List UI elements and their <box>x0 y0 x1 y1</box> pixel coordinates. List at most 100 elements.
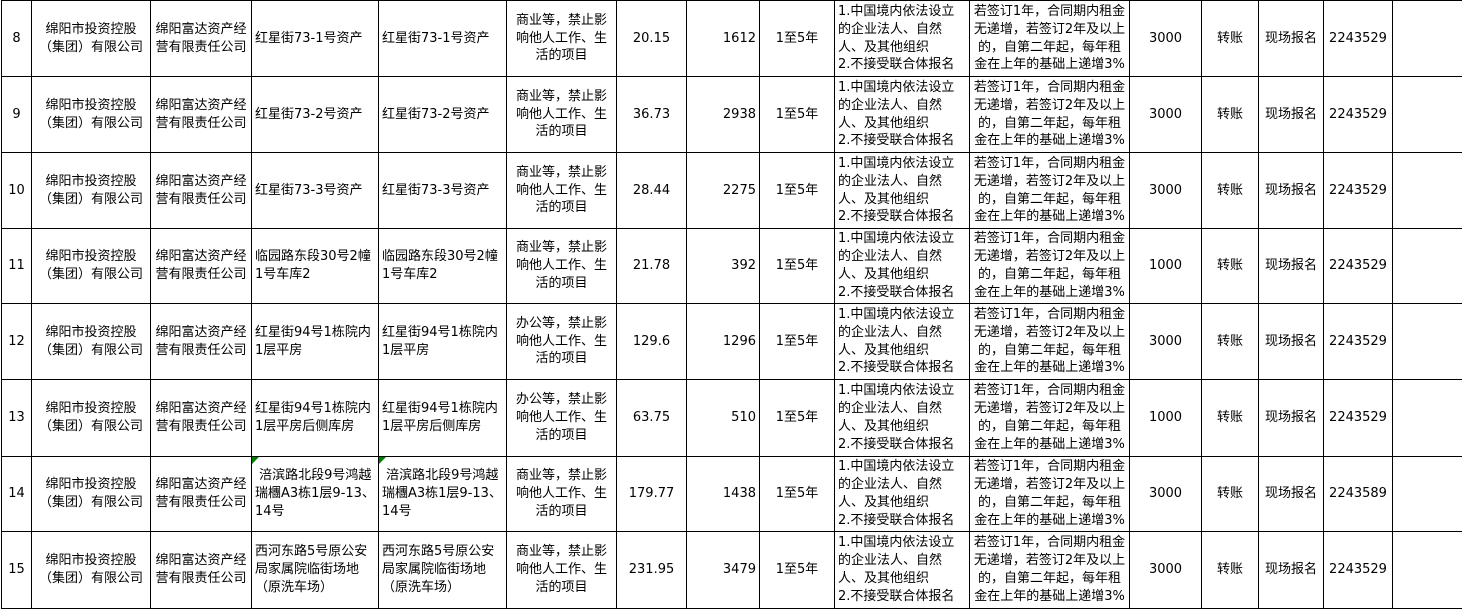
cell-asset_name_2[interactable]: 红星街73-1号资产 <box>379 1 507 77</box>
cell-registration_method[interactable]: 现场报名 <box>1259 1 1324 77</box>
cell-usage_restriction[interactable]: 商业等，禁止影响他人工作、生活的项目 <box>507 1 617 77</box>
cell-payment_method[interactable]: 转账 <box>1202 1 1259 77</box>
cell-usage_restriction[interactable]: 办公等，禁止影响他人工作、生活的项目 <box>507 304 617 380</box>
cell-payment_method[interactable]: 转账 <box>1202 304 1259 380</box>
cell-row_no[interactable]: 11 <box>2 229 32 304</box>
cell-deposit[interactable]: 3000 <box>1130 153 1202 229</box>
cell-payment_method[interactable]: 转账 <box>1202 457 1259 532</box>
cell-lease_term[interactable]: 1至5年 <box>760 531 835 608</box>
cell-lease_term[interactable]: 1至5年 <box>760 304 835 380</box>
cell-deposit[interactable]: 3000 <box>1130 457 1202 532</box>
cell-blank[interactable] <box>1393 531 1462 608</box>
cell-area_sqm[interactable]: 179.77 <box>617 457 687 532</box>
cell-listing_price[interactable]: 2275 <box>687 153 760 229</box>
cell-asset_name[interactable]: 红星街73-1号资产 <box>252 1 379 77</box>
cell-asset_name_2[interactable]: 涪滨路北段9号鸿越瑞檲A3栋1层9-13、14号 <box>379 457 507 532</box>
cell-asset_name[interactable]: 红星街73-2号资产 <box>252 77 379 153</box>
cell-usage_restriction[interactable]: 商业等，禁止影响他人工作、生活的项目 <box>507 457 617 532</box>
cell-blank[interactable] <box>1393 153 1462 229</box>
cell-blank[interactable] <box>1393 380 1462 457</box>
cell-deposit[interactable]: 1000 <box>1130 229 1202 304</box>
cell-asset_name[interactable]: 红星街94号1栋院内1层平房 <box>252 304 379 380</box>
cell-operating_company[interactable]: 绵阳富达资产经营有限责任公司 <box>151 531 252 608</box>
cell-operating_company[interactable]: 绵阳富达资产经营有限责任公司 <box>151 380 252 457</box>
cell-rent_escalation[interactable]: 若签订1年，合同期内租金无递增，若签订2年及以上的，自第二年起，每年租金在上年的… <box>970 457 1130 532</box>
cell-blank[interactable] <box>1393 304 1462 380</box>
cell-registration_method[interactable]: 现场报名 <box>1259 77 1324 153</box>
cell-bidder_qualification[interactable]: 1.中国境内依法设立的企业法人、自然人、及其他组织 2.不接受联合体报名 <box>835 531 970 608</box>
cell-asset_name_2[interactable]: 临园路东段30号2幢1号车库2 <box>379 229 507 304</box>
cell-listing_price[interactable]: 510 <box>687 380 760 457</box>
cell-asset_name[interactable]: 临园路东段30号2幢1号车库2 <box>252 229 379 304</box>
cell-rent_escalation[interactable]: 若签订1年，合同期内租金无递增，若签订2年及以上的，自第二年起，每年租金在上年的… <box>970 531 1130 608</box>
cell-rent_escalation[interactable]: 若签订1年，合同期内租金无递增，若签订2年及以上的，自第二年起，每年租金在上年的… <box>970 77 1130 153</box>
cell-row_no[interactable]: 15 <box>2 531 32 608</box>
cell-owner_company[interactable]: 绵阳市投资控股（集团）有限公司 <box>32 531 151 608</box>
cell-asset_name_2[interactable]: 红星街94号1栋院内1层平房后侧库房 <box>379 380 507 457</box>
cell-rent_escalation[interactable]: 若签订1年，合同期内租金无递增，若签订2年及以上的，自第二年起，每年租金在上年的… <box>970 380 1130 457</box>
cell-rent_escalation[interactable]: 若签订1年，合同期内租金无递增，若签订2年及以上的，自第二年起，每年租金在上年的… <box>970 153 1130 229</box>
cell-contact_phone[interactable]: 2243529 <box>1324 77 1393 153</box>
cell-asset_name[interactable]: 涪滨路北段9号鸿越瑞檲A3栋1层9-13、14号 <box>252 457 379 532</box>
cell-blank[interactable] <box>1393 457 1462 532</box>
cell-row_no[interactable]: 10 <box>2 153 32 229</box>
cell-usage_restriction[interactable]: 商业等，禁止影响他人工作、生活的项目 <box>507 77 617 153</box>
cell-lease_term[interactable]: 1至5年 <box>760 1 835 77</box>
cell-operating_company[interactable]: 绵阳富达资产经营有限责任公司 <box>151 457 252 532</box>
cell-registration_method[interactable]: 现场报名 <box>1259 304 1324 380</box>
cell-area_sqm[interactable]: 20.15 <box>617 1 687 77</box>
cell-area_sqm[interactable]: 231.95 <box>617 531 687 608</box>
cell-contact_phone[interactable]: 2243529 <box>1324 229 1393 304</box>
cell-bidder_qualification[interactable]: 1.中国境内依法设立的企业法人、自然人、及其他组织 2.不接受联合体报名 <box>835 1 970 77</box>
cell-asset_name_2[interactable]: 西河东路5号原公安局家属院临街场地（原洗车场） <box>379 531 507 608</box>
cell-bidder_qualification[interactable]: 1.中国境内依法设立的企业法人、自然人、及其他组织 2.不接受联合体报名 <box>835 77 970 153</box>
cell-area_sqm[interactable]: 21.78 <box>617 229 687 304</box>
cell-payment_method[interactable]: 转账 <box>1202 153 1259 229</box>
cell-area_sqm[interactable]: 36.73 <box>617 77 687 153</box>
cell-registration_method[interactable]: 现场报名 <box>1259 153 1324 229</box>
cell-owner_company[interactable]: 绵阳市投资控股（集团）有限公司 <box>32 457 151 532</box>
cell-bidder_qualification[interactable]: 1.中国境内依法设立的企业法人、自然人、及其他组织 2.不接受联合体报名 <box>835 457 970 532</box>
cell-contact_phone[interactable]: 2243529 <box>1324 1 1393 77</box>
cell-deposit[interactable]: 3000 <box>1130 1 1202 77</box>
cell-listing_price[interactable]: 1612 <box>687 1 760 77</box>
cell-owner_company[interactable]: 绵阳市投资控股（集团）有限公司 <box>32 380 151 457</box>
cell-listing_price[interactable]: 2938 <box>687 77 760 153</box>
cell-deposit[interactable]: 3000 <box>1130 531 1202 608</box>
cell-lease_term[interactable]: 1至5年 <box>760 153 835 229</box>
cell-operating_company[interactable]: 绵阳富达资产经营有限责任公司 <box>151 229 252 304</box>
cell-bidder_qualification[interactable]: 1.中国境内依法设立的企业法人、自然人、及其他组织 2.不接受联合体报名 <box>835 153 970 229</box>
cell-owner_company[interactable]: 绵阳市投资控股（集团）有限公司 <box>32 153 151 229</box>
cell-usage_restriction[interactable]: 商业等，禁止影响他人工作、生活的项目 <box>507 531 617 608</box>
cell-contact_phone[interactable]: 2243529 <box>1324 531 1393 608</box>
cell-contact_phone[interactable]: 2243529 <box>1324 153 1393 229</box>
cell-asset_name[interactable]: 红星街94号1栋院内1层平房后侧库房 <box>252 380 379 457</box>
cell-area_sqm[interactable]: 28.44 <box>617 153 687 229</box>
cell-registration_method[interactable]: 现场报名 <box>1259 531 1324 608</box>
cell-row_no[interactable]: 13 <box>2 380 32 457</box>
cell-registration_method[interactable]: 现场报名 <box>1259 229 1324 304</box>
cell-deposit[interactable]: 1000 <box>1130 380 1202 457</box>
cell-deposit[interactable]: 3000 <box>1130 77 1202 153</box>
cell-bidder_qualification[interactable]: 1.中国境内依法设立的企业法人、自然人、及其他组织 2.不接受联合体报名 <box>835 229 970 304</box>
cell-operating_company[interactable]: 绵阳富达资产经营有限责任公司 <box>151 304 252 380</box>
cell-asset_name_2[interactable]: 红星街73-3号资产 <box>379 153 507 229</box>
cell-bidder_qualification[interactable]: 1.中国境内依法设立的企业法人、自然人、及其他组织 2.不接受联合体报名 <box>835 304 970 380</box>
cell-asset_name_2[interactable]: 红星街73-2号资产 <box>379 77 507 153</box>
cell-lease_term[interactable]: 1至5年 <box>760 457 835 532</box>
cell-contact_phone[interactable]: 2243529 <box>1324 304 1393 380</box>
cell-contact_phone[interactable]: 2243589 <box>1324 457 1393 532</box>
cell-lease_term[interactable]: 1至5年 <box>760 380 835 457</box>
cell-registration_method[interactable]: 现场报名 <box>1259 380 1324 457</box>
cell-deposit[interactable]: 3000 <box>1130 304 1202 380</box>
cell-rent_escalation[interactable]: 若签订1年，合同期内租金无递增，若签订2年及以上的，自第二年起，每年租金在上年的… <box>970 304 1130 380</box>
cell-area_sqm[interactable]: 129.6 <box>617 304 687 380</box>
cell-blank[interactable] <box>1393 229 1462 304</box>
cell-payment_method[interactable]: 转账 <box>1202 77 1259 153</box>
cell-listing_price[interactable]: 1296 <box>687 304 760 380</box>
cell-asset_name[interactable]: 西河东路5号原公安局家属院临街场地（原洗车场） <box>252 531 379 608</box>
cell-registration_method[interactable]: 现场报名 <box>1259 457 1324 532</box>
cell-bidder_qualification[interactable]: 1.中国境内依法设立的企业法人、自然人、及其他组织 2.不接受联合体报名 <box>835 380 970 457</box>
cell-blank[interactable] <box>1393 77 1462 153</box>
cell-lease_term[interactable]: 1至5年 <box>760 229 835 304</box>
